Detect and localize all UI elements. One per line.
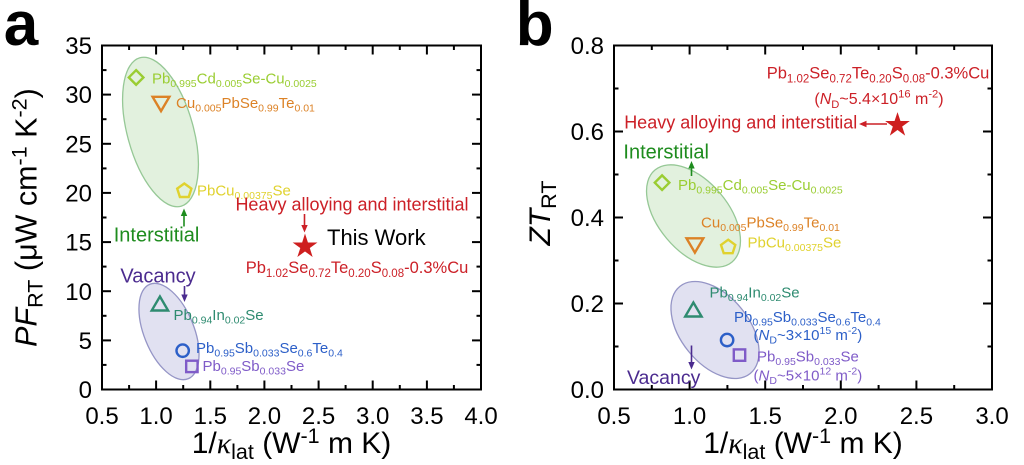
svg-text:(ND~3×1015 m-2): (ND~3×1015 m-2) bbox=[754, 325, 863, 347]
svg-text:Heavy alloying and interstitia: Heavy alloying and interstitial bbox=[624, 113, 857, 133]
svg-text:This Work: This Work bbox=[327, 225, 427, 250]
svg-text:Interstitial: Interstitial bbox=[114, 225, 200, 247]
svg-text:3.0: 3.0 bbox=[356, 403, 389, 430]
svg-text:PbCu0.00375Se: PbCu0.00375Se bbox=[748, 235, 842, 255]
svg-text:b: b bbox=[516, 0, 554, 59]
svg-text:Pb1.02Se0.72Te0.20S0.08-0.3%Cu: Pb1.02Se0.72Te0.20S0.08-0.3%Cu bbox=[246, 259, 469, 280]
svg-text:1.0: 1.0 bbox=[673, 403, 706, 430]
svg-text:Pb0.995Cd0.005Se-Cu0.0025: Pb0.995Cd0.005Se-Cu0.0025 bbox=[152, 71, 317, 91]
svg-text:20: 20 bbox=[65, 181, 92, 208]
svg-text:1.0: 1.0 bbox=[139, 403, 172, 430]
svg-text:0.5: 0.5 bbox=[597, 403, 630, 430]
svg-text:30: 30 bbox=[65, 82, 92, 109]
svg-text:35: 35 bbox=[65, 33, 92, 60]
svg-text:Pb0.94In0.02Se: Pb0.94In0.02Se bbox=[174, 307, 264, 327]
svg-text:2.0: 2.0 bbox=[248, 403, 281, 430]
svg-text:Pb0.95Sb0.033Se: Pb0.95Sb0.033Se bbox=[757, 349, 859, 369]
svg-text:Heavy alloying and interstitia: Heavy alloying and interstitial bbox=[235, 195, 468, 215]
svg-text:Pb0.94In0.02Se: Pb0.94In0.02Se bbox=[710, 285, 800, 305]
svg-text:Interstitial: Interstitial bbox=[623, 142, 709, 164]
svg-text:0.0: 0.0 bbox=[571, 377, 604, 404]
svg-text:0.5: 0.5 bbox=[85, 403, 118, 430]
svg-text:Pb1.02Se0.72Te0.20S0.08-0.3%Cu: Pb1.02Se0.72Te0.20S0.08-0.3%Cu bbox=[767, 65, 990, 86]
svg-text:0.4: 0.4 bbox=[571, 205, 604, 232]
svg-text:0: 0 bbox=[79, 377, 92, 404]
svg-text:2.5: 2.5 bbox=[302, 403, 335, 430]
svg-text:Vacancy: Vacancy bbox=[627, 367, 701, 389]
svg-text:15: 15 bbox=[65, 230, 92, 257]
svg-text:4.0: 4.0 bbox=[464, 403, 497, 430]
svg-text:0.6: 0.6 bbox=[571, 119, 604, 146]
svg-text:10: 10 bbox=[65, 279, 92, 306]
svg-text:5: 5 bbox=[79, 328, 92, 355]
svg-text:1/κlat (W-1 m K): 1/κlat (W-1 m K) bbox=[192, 424, 392, 464]
svg-text:Pb0.95Sb0.033Se0.6Te0.4: Pb0.95Sb0.033Se0.6Te0.4 bbox=[734, 309, 881, 329]
svg-text:Pb0.95Sb0.033Se: Pb0.95Sb0.033Se bbox=[203, 358, 305, 378]
svg-text:(ND~5×1012 m-2): (ND~5×1012 m-2) bbox=[754, 366, 863, 388]
svg-text:PFRT (μW cm-1 K-2): PFRT (μW cm-1 K-2) bbox=[8, 88, 48, 347]
svg-text:Vacancy: Vacancy bbox=[120, 266, 195, 288]
svg-text:1.5: 1.5 bbox=[194, 403, 227, 430]
svg-text:3.0: 3.0 bbox=[975, 403, 1008, 430]
svg-text:1/κlat (W-1 m K): 1/κlat (W-1 m K) bbox=[703, 424, 903, 464]
svg-text:2.0: 2.0 bbox=[824, 403, 857, 430]
svg-text:0.8: 0.8 bbox=[571, 33, 604, 60]
svg-text:Pb0.95Sb0.033Se0.6Te0.4: Pb0.95Sb0.033Se0.6Te0.4 bbox=[196, 340, 343, 360]
svg-text:2.5: 2.5 bbox=[900, 403, 933, 430]
svg-text:25: 25 bbox=[65, 131, 92, 158]
svg-text:3.5: 3.5 bbox=[410, 403, 443, 430]
svg-text:1.5: 1.5 bbox=[749, 403, 782, 430]
svg-text:Cu0.005PbSe0.99Te0.01: Cu0.005PbSe0.99Te0.01 bbox=[176, 95, 315, 115]
svg-text:a: a bbox=[4, 0, 39, 59]
svg-text:PbCu0.00375Se: PbCu0.00375Se bbox=[197, 183, 291, 203]
svg-text:ZTRT: ZTRT bbox=[524, 181, 561, 247]
svg-text:(ND~5.4×1016 m-2): (ND~5.4×1016 m-2) bbox=[814, 89, 943, 111]
svg-text:Cu0.005PbSe0.99Te0.01: Cu0.005PbSe0.99Te0.01 bbox=[701, 215, 840, 235]
svg-text:0.2: 0.2 bbox=[571, 291, 604, 318]
svg-text:Pb0.995Cd0.005Se-Cu0.0025: Pb0.995Cd0.005Se-Cu0.0025 bbox=[678, 177, 843, 197]
